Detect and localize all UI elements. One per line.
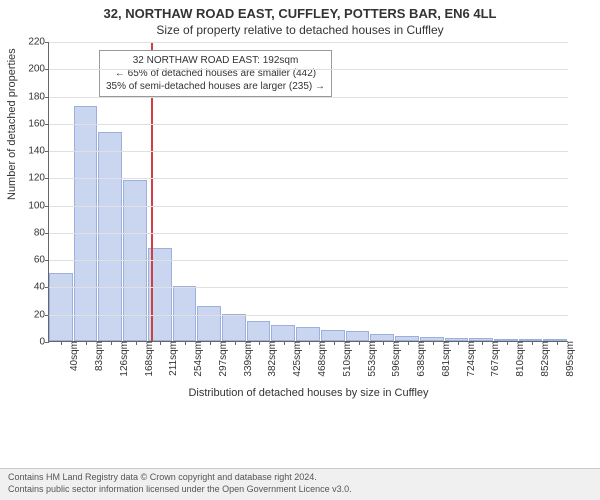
x-tick-mark (433, 341, 434, 345)
histogram-bar (98, 132, 122, 341)
x-tick-label: 895sqm (561, 341, 576, 377)
x-tick-label: 852sqm (536, 341, 551, 377)
title-main: 32, NORTHAW ROAD EAST, CUFFLEY, POTTERS … (0, 0, 600, 21)
y-tick-label: 180 (28, 91, 49, 102)
histogram-bar (247, 321, 271, 341)
histogram-bar (346, 331, 370, 341)
x-tick-label: 553sqm (363, 341, 378, 377)
x-tick-mark (359, 341, 360, 345)
x-tick-mark (383, 341, 384, 345)
gridline (49, 206, 568, 207)
x-tick-label: 339sqm (239, 341, 254, 377)
title-sub: Size of property relative to detached ho… (0, 21, 600, 41)
x-tick-label: 254sqm (189, 341, 204, 377)
footer-line2: Contains public sector information licen… (8, 484, 592, 496)
x-tick-label: 468sqm (313, 341, 328, 377)
x-tick-mark (185, 341, 186, 345)
histogram-bar (197, 306, 221, 341)
reference-callout: 32 NORTHAW ROAD EAST: 192sqm ← 65% of de… (99, 50, 332, 97)
x-axis-label: Distribution of detached houses by size … (188, 387, 428, 399)
y-tick-label: 160 (28, 118, 49, 129)
callout-line1: 32 NORTHAW ROAD EAST: 192sqm (106, 54, 325, 67)
y-tick-label: 40 (34, 282, 49, 293)
gridline (49, 178, 568, 179)
y-tick-label: 120 (28, 173, 49, 184)
x-tick-label: 425sqm (288, 341, 303, 377)
gridline (49, 124, 568, 125)
x-tick-mark (111, 341, 112, 345)
x-tick-mark (532, 341, 533, 345)
x-tick-label: 638sqm (412, 341, 427, 377)
x-tick-mark (334, 341, 335, 345)
y-tick-label: 100 (28, 200, 49, 211)
histogram-bar (321, 330, 345, 341)
footer: Contains HM Land Registry data © Crown c… (0, 468, 600, 500)
plot-region: 32 NORTHAW ROAD EAST: 192sqm ← 65% of de… (48, 42, 568, 342)
x-tick-mark (259, 341, 260, 345)
gridline (49, 69, 568, 70)
gridline (49, 233, 568, 234)
histogram-bar (49, 273, 73, 341)
x-tick-label: 767sqm (486, 341, 501, 377)
y-tick-label: 60 (34, 255, 49, 266)
x-tick-label: 211sqm (164, 341, 179, 376)
x-tick-label: 126sqm (115, 341, 130, 377)
x-tick-label: 810sqm (511, 341, 526, 377)
gridline (49, 42, 568, 43)
x-tick-mark (557, 341, 558, 345)
y-axis-label: Number of detached properties (6, 48, 18, 200)
gridline (49, 260, 568, 261)
x-tick-mark (408, 341, 409, 345)
x-tick-label: 724sqm (462, 341, 477, 377)
gridline (49, 151, 568, 152)
histogram-bar (296, 327, 320, 341)
x-tick-mark (507, 341, 508, 345)
y-tick-label: 200 (28, 64, 49, 75)
x-tick-label: 596sqm (387, 341, 402, 377)
footer-line1: Contains HM Land Registry data © Crown c… (8, 472, 592, 484)
y-tick-label: 220 (28, 37, 49, 48)
x-tick-label: 297sqm (214, 341, 229, 377)
x-tick-mark (309, 341, 310, 345)
gridline (49, 315, 568, 316)
callout-line3: 35% of semi-detached houses are larger (… (106, 80, 325, 93)
x-tick-label: 40sqm (65, 341, 80, 371)
x-tick-mark (86, 341, 87, 345)
gridline (49, 97, 568, 98)
x-tick-label: 382sqm (263, 341, 278, 377)
x-tick-mark (136, 341, 137, 345)
histogram-bar (271, 325, 295, 341)
x-tick-label: 510sqm (338, 341, 353, 377)
x-tick-label: 168sqm (140, 341, 155, 377)
y-tick-label: 140 (28, 146, 49, 157)
histogram-bar (74, 106, 98, 341)
x-tick-mark (235, 341, 236, 345)
x-tick-mark (160, 341, 161, 345)
x-tick-label: 681sqm (437, 341, 452, 377)
y-tick-label: 20 (34, 309, 49, 320)
x-tick-mark (284, 341, 285, 345)
x-tick-mark (458, 341, 459, 345)
y-tick-label: 80 (34, 227, 49, 238)
y-tick-label: 0 (39, 337, 49, 348)
x-tick-mark (61, 341, 62, 345)
chart-area: 32 NORTHAW ROAD EAST: 192sqm ← 65% of de… (48, 42, 578, 402)
histogram-bar (370, 334, 394, 341)
x-tick-mark (210, 341, 211, 345)
histogram-bar (222, 314, 246, 341)
x-tick-label: 83sqm (90, 341, 105, 371)
gridline (49, 287, 568, 288)
x-tick-mark (482, 341, 483, 345)
